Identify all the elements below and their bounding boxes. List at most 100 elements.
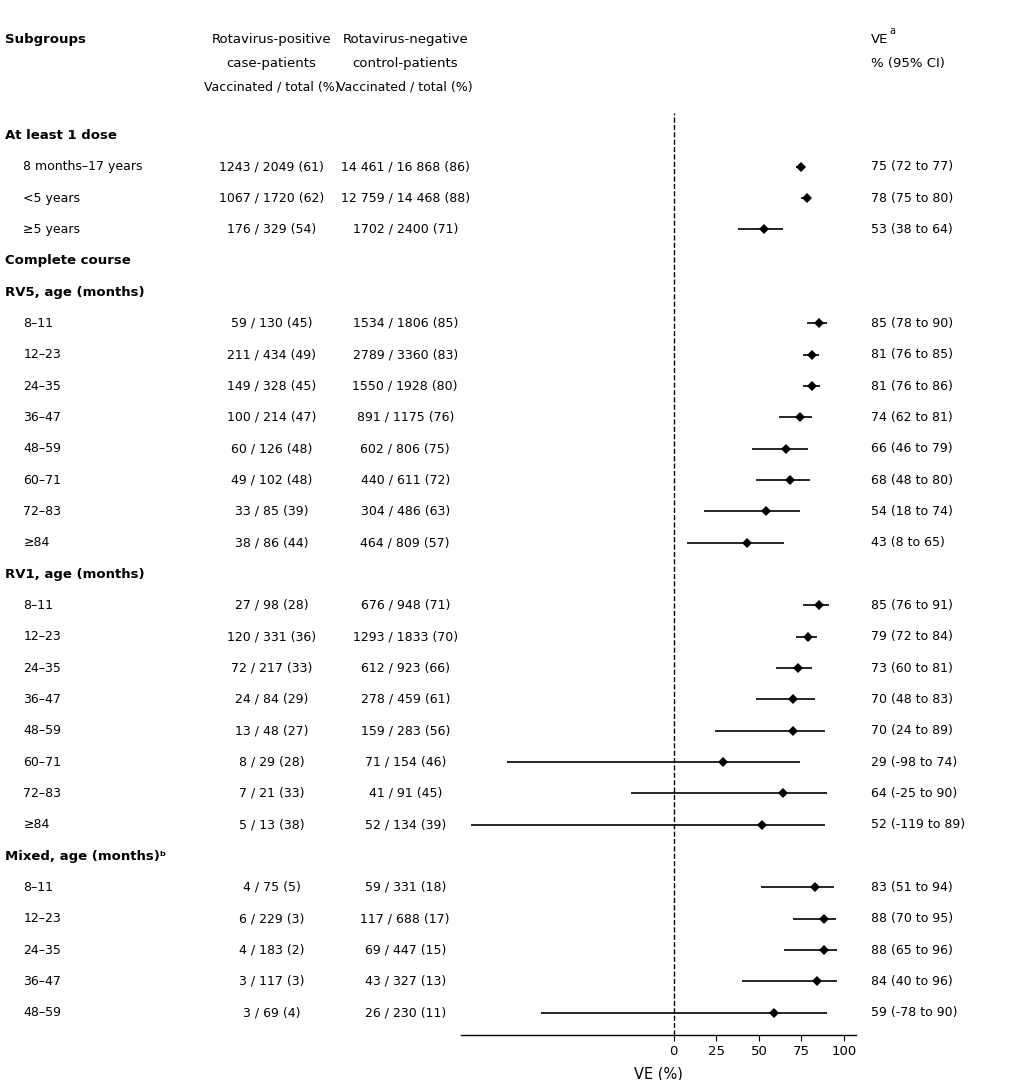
Text: VE: VE xyxy=(871,33,888,46)
Text: 2789 / 3360 (83): 2789 / 3360 (83) xyxy=(353,348,458,361)
Text: 72–83: 72–83 xyxy=(23,504,62,517)
Text: % (95% CI): % (95% CI) xyxy=(871,57,945,70)
Text: ≥84: ≥84 xyxy=(23,819,50,832)
Text: 159 / 283 (56): 159 / 283 (56) xyxy=(361,725,450,738)
Text: 1067 / 1720 (62): 1067 / 1720 (62) xyxy=(219,191,324,204)
Text: 5 / 13 (38): 5 / 13 (38) xyxy=(239,819,304,832)
Text: 4 / 75 (5): 4 / 75 (5) xyxy=(242,881,301,894)
Text: 79 (72 to 84): 79 (72 to 84) xyxy=(871,631,953,644)
Text: 1293 / 1833 (70): 1293 / 1833 (70) xyxy=(353,631,458,644)
Text: 43 / 327 (13): 43 / 327 (13) xyxy=(365,975,446,988)
Text: 8–11: 8–11 xyxy=(23,598,54,612)
Text: 120 / 331 (36): 120 / 331 (36) xyxy=(227,631,316,644)
Text: 74 (62 to 81): 74 (62 to 81) xyxy=(871,410,953,423)
Text: 464 / 809 (57): 464 / 809 (57) xyxy=(361,536,450,550)
Text: 60–71: 60–71 xyxy=(23,756,62,769)
Text: 304 / 486 (63): 304 / 486 (63) xyxy=(361,504,450,517)
Text: 676 / 948 (71): 676 / 948 (71) xyxy=(361,598,450,612)
Text: 64 (-25 to 90): 64 (-25 to 90) xyxy=(871,787,957,800)
Text: RV5, age (months): RV5, age (months) xyxy=(5,285,145,298)
Text: 176 / 329 (54): 176 / 329 (54) xyxy=(227,222,316,235)
Text: 8 months–17 years: 8 months–17 years xyxy=(23,160,143,173)
Text: 38 / 86 (44): 38 / 86 (44) xyxy=(235,536,308,550)
Text: 6 / 229 (3): 6 / 229 (3) xyxy=(239,913,304,926)
Text: 1550 / 1928 (80): 1550 / 1928 (80) xyxy=(353,379,458,392)
Text: 612 / 923 (66): 612 / 923 (66) xyxy=(361,662,450,675)
Text: 8–11: 8–11 xyxy=(23,316,54,329)
Text: 48–59: 48–59 xyxy=(23,442,62,455)
Text: 88 (65 to 96): 88 (65 to 96) xyxy=(871,944,953,957)
Text: 59 / 331 (18): 59 / 331 (18) xyxy=(365,881,446,894)
Text: 36–47: 36–47 xyxy=(23,975,61,988)
Text: 70 (24 to 89): 70 (24 to 89) xyxy=(871,725,953,738)
Text: Vaccinated / total (%): Vaccinated / total (%) xyxy=(204,81,339,94)
Text: 33 / 85 (39): 33 / 85 (39) xyxy=(235,504,308,517)
Text: 440 / 611 (72): 440 / 611 (72) xyxy=(361,473,450,486)
Text: 891 / 1175 (76): 891 / 1175 (76) xyxy=(357,410,454,423)
Text: 60 / 126 (48): 60 / 126 (48) xyxy=(231,442,312,455)
Text: 1534 / 1806 (85): 1534 / 1806 (85) xyxy=(353,316,458,329)
Text: 73 (60 to 81): 73 (60 to 81) xyxy=(871,662,953,675)
Text: 149 / 328 (45): 149 / 328 (45) xyxy=(227,379,316,392)
Text: control-patients: control-patients xyxy=(353,57,458,70)
Text: 36–47: 36–47 xyxy=(23,410,61,423)
Text: 27 / 98 (28): 27 / 98 (28) xyxy=(235,598,308,612)
Text: 53 (38 to 64): 53 (38 to 64) xyxy=(871,222,953,235)
Text: 43 (8 to 65): 43 (8 to 65) xyxy=(871,536,945,550)
Text: case-patients: case-patients xyxy=(227,57,316,70)
Text: 100 / 214 (47): 100 / 214 (47) xyxy=(227,410,316,423)
Text: 41 / 91 (45): 41 / 91 (45) xyxy=(369,787,442,800)
Text: 12–23: 12–23 xyxy=(23,631,61,644)
Text: 3 / 69 (4): 3 / 69 (4) xyxy=(243,1007,300,1020)
Text: 8 / 29 (28): 8 / 29 (28) xyxy=(239,756,304,769)
Text: 75 (72 to 77): 75 (72 to 77) xyxy=(871,160,953,173)
X-axis label: VE (%): VE (%) xyxy=(634,1066,683,1080)
Text: 66 (46 to 79): 66 (46 to 79) xyxy=(871,442,953,455)
Text: 60–71: 60–71 xyxy=(23,473,62,486)
Text: 1702 / 2400 (71): 1702 / 2400 (71) xyxy=(353,222,458,235)
Text: 70 (48 to 83): 70 (48 to 83) xyxy=(871,693,953,706)
Text: Vaccinated / total (%): Vaccinated / total (%) xyxy=(337,81,473,94)
Text: 59 (-78 to 90): 59 (-78 to 90) xyxy=(871,1007,957,1020)
Text: <5 years: <5 years xyxy=(23,191,80,204)
Text: 36–47: 36–47 xyxy=(23,693,61,706)
Text: RV1, age (months): RV1, age (months) xyxy=(5,567,145,581)
Text: 278 / 459 (61): 278 / 459 (61) xyxy=(361,693,450,706)
Text: 81 (76 to 86): 81 (76 to 86) xyxy=(871,379,953,392)
Text: 24–35: 24–35 xyxy=(23,662,61,675)
Text: 29 (-98 to 74): 29 (-98 to 74) xyxy=(871,756,957,769)
Text: Complete course: Complete course xyxy=(5,254,131,267)
Text: Rotavirus-negative: Rotavirus-negative xyxy=(342,33,468,46)
Text: 8–11: 8–11 xyxy=(23,881,54,894)
Text: a: a xyxy=(889,26,895,36)
Text: 72 / 217 (33): 72 / 217 (33) xyxy=(231,662,312,675)
Text: 48–59: 48–59 xyxy=(23,725,62,738)
Text: 81 (76 to 85): 81 (76 to 85) xyxy=(871,348,953,361)
Text: 83 (51 to 94): 83 (51 to 94) xyxy=(871,881,953,894)
Text: 13 / 48 (27): 13 / 48 (27) xyxy=(235,725,308,738)
Text: 59 / 130 (45): 59 / 130 (45) xyxy=(231,316,312,329)
Text: 211 / 434 (49): 211 / 434 (49) xyxy=(227,348,316,361)
Text: 78 (75 to 80): 78 (75 to 80) xyxy=(871,191,953,204)
Text: 3 / 117 (3): 3 / 117 (3) xyxy=(239,975,304,988)
Text: 85 (78 to 90): 85 (78 to 90) xyxy=(871,316,953,329)
Text: 85 (76 to 91): 85 (76 to 91) xyxy=(871,598,953,612)
Text: 71 / 154 (46): 71 / 154 (46) xyxy=(365,756,446,769)
Text: 14 461 / 16 868 (86): 14 461 / 16 868 (86) xyxy=(340,160,470,173)
Text: 602 / 806 (75): 602 / 806 (75) xyxy=(361,442,450,455)
Text: 54 (18 to 74): 54 (18 to 74) xyxy=(871,504,953,517)
Text: 26 / 230 (11): 26 / 230 (11) xyxy=(365,1007,446,1020)
Text: 48–59: 48–59 xyxy=(23,1007,62,1020)
Text: 7 / 21 (33): 7 / 21 (33) xyxy=(239,787,304,800)
Text: ≥84: ≥84 xyxy=(23,536,50,550)
Text: 88 (70 to 95): 88 (70 to 95) xyxy=(871,913,953,926)
Text: 84 (40 to 96): 84 (40 to 96) xyxy=(871,975,953,988)
Text: 24 / 84 (29): 24 / 84 (29) xyxy=(235,693,308,706)
Text: 52 (-119 to 89): 52 (-119 to 89) xyxy=(871,819,965,832)
Text: ≥5 years: ≥5 years xyxy=(23,222,80,235)
Text: Subgroups: Subgroups xyxy=(5,33,86,46)
Text: 12–23: 12–23 xyxy=(23,913,61,926)
Text: 49 / 102 (48): 49 / 102 (48) xyxy=(231,473,312,486)
Text: Rotavirus-positive: Rotavirus-positive xyxy=(212,33,331,46)
Text: 68 (48 to 80): 68 (48 to 80) xyxy=(871,473,953,486)
